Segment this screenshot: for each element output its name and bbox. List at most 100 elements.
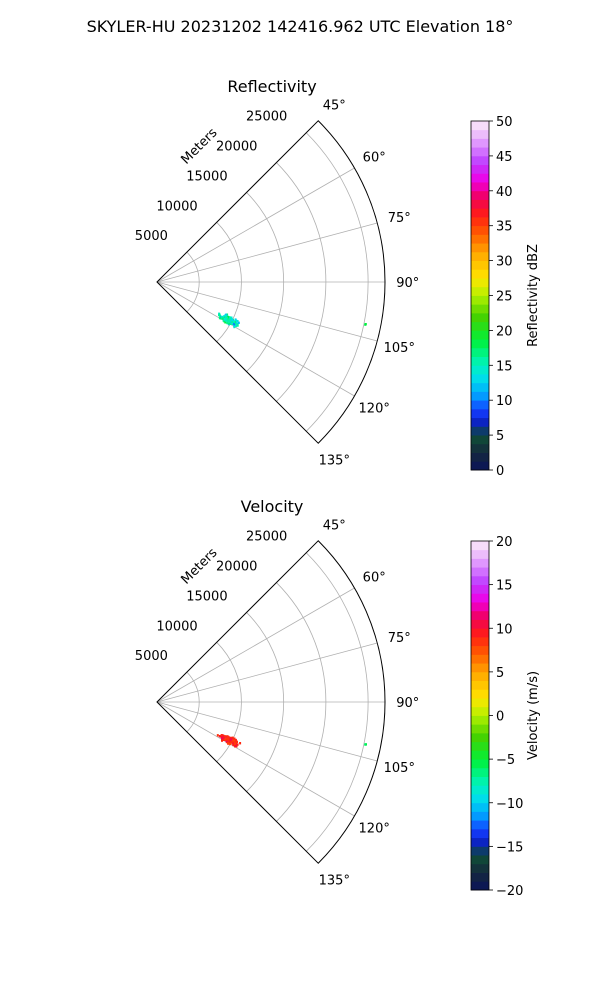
theta-gridline — [156, 587, 355, 703]
theta-gridline — [156, 701, 378, 762]
data-point — [236, 324, 239, 327]
data-point — [229, 316, 232, 320]
data-point — [235, 323, 238, 326]
colorbar-segment — [471, 391, 489, 401]
r-tick-label: 25000 — [246, 530, 287, 545]
colorbar-tick-label: 15 — [496, 359, 513, 374]
data-point — [232, 320, 235, 323]
colorbar-segment — [471, 182, 489, 192]
data-point — [223, 320, 226, 323]
data-point — [230, 738, 233, 741]
colorbar-segment — [471, 400, 489, 410]
colorbar-segment — [471, 715, 489, 725]
data-point — [232, 743, 235, 747]
colorbar-segment — [471, 382, 489, 392]
data-point — [221, 737, 223, 740]
colorbar-segment — [471, 645, 489, 655]
data-point — [236, 320, 239, 323]
colorbar-tick-label: 40 — [496, 185, 513, 200]
theta-tick-label: 120° — [359, 401, 390, 416]
colorbar-segment — [471, 435, 489, 445]
colorbar-tick-label: −20 — [496, 884, 523, 899]
data-point — [231, 318, 234, 322]
colorbar-segment — [471, 549, 489, 559]
theta-tick-label: 120° — [359, 821, 390, 836]
colorbar-segment — [471, 785, 489, 795]
colorbar-segment — [471, 365, 489, 375]
data-point — [235, 320, 238, 324]
data-point — [218, 735, 221, 738]
polar-panel-1: Velocity 45° 60° 75° 90° 105° 120° 135° 5000 1000… — [135, 497, 541, 899]
colorbar-tick-label: 35 — [496, 220, 513, 235]
theta-gridline — [156, 281, 355, 397]
colorbar-segment — [471, 190, 489, 200]
colorbar-segment — [471, 610, 489, 620]
colorbar-segment — [471, 750, 489, 760]
colorbar-segment — [471, 811, 489, 821]
colorbar-tick-label: −5 — [496, 753, 515, 768]
colorbar-segment — [471, 295, 489, 305]
colorbar-segment — [471, 654, 489, 664]
colorbar-segment — [471, 575, 489, 586]
data-point — [223, 317, 226, 321]
colorbar-tick-label: 45 — [496, 150, 513, 165]
panel-title: Reflectivity — [227, 77, 316, 96]
theta-tick-label: 135° — [319, 453, 350, 468]
theta-tick-label: 90° — [396, 696, 419, 711]
colorbar-segment — [471, 461, 489, 471]
colorbar-segment — [471, 339, 489, 349]
colorbar-segment — [471, 164, 489, 174]
data-point — [231, 320, 234, 323]
colorbar-segment — [471, 234, 489, 244]
data-point — [226, 321, 229, 325]
colorbar-segment — [471, 689, 489, 699]
colorbar-segment — [471, 558, 489, 568]
colorbar-segment — [471, 802, 489, 812]
r-tick-label: 5000 — [135, 229, 168, 244]
theta-tick-label: 45° — [323, 99, 346, 114]
theta-tick-label: 135° — [319, 873, 350, 888]
data-point — [227, 322, 230, 325]
colorbar-segment — [471, 846, 489, 856]
theta-tick-label: 105° — [384, 341, 415, 356]
data-point — [225, 738, 228, 741]
colorbar-segment — [471, 872, 489, 882]
data-point — [235, 319, 238, 322]
data-point — [231, 736, 234, 739]
panels: Reflectivity45°60°75°90°105°120°135°5000… — [135, 77, 541, 899]
data-point — [224, 316, 227, 319]
data-point — [226, 318, 229, 321]
colorbar-segment — [471, 602, 489, 612]
colorbar-tick-label: 5 — [496, 666, 504, 681]
colorbar-segment — [471, 680, 489, 690]
colorbar-segment — [471, 129, 489, 139]
colorbar-tick-label: −10 — [496, 797, 523, 812]
colorbar-segment — [471, 304, 489, 314]
colorbar-segment — [471, 837, 489, 847]
colorbar-segment — [471, 820, 489, 830]
theta-tick-label: 105° — [384, 761, 415, 776]
colorbar: 0 5 10 15 20 25 30 35 40 45 50 Reflectivity dBZ — [470, 115, 541, 479]
data-point — [225, 314, 228, 318]
colorbar-tick-label: 30 — [496, 255, 513, 270]
colorbar-segment — [471, 767, 489, 777]
colorbar-segment — [471, 741, 489, 751]
colorbar-segment — [471, 828, 489, 839]
colorbar-label: Velocity (m/s) — [526, 671, 541, 760]
theta-tick-label: 75° — [388, 631, 411, 646]
data-point — [227, 742, 230, 745]
r-tick-label: 5000 — [135, 649, 168, 664]
data-point — [227, 316, 229, 319]
panel-title: Velocity — [241, 497, 304, 516]
colorbar-segment — [471, 138, 489, 148]
data-point — [230, 740, 233, 744]
colorbar-tick-label: 5 — [496, 429, 504, 444]
theta-gridline — [156, 281, 378, 342]
data-point — [222, 734, 225, 737]
colorbar-segment — [471, 312, 489, 323]
data-point — [230, 316, 233, 319]
data-point — [225, 739, 228, 743]
colorbar-segment — [471, 452, 489, 462]
colorbar-label: Reflectivity dBZ — [526, 244, 541, 347]
colorbar-segment — [471, 121, 489, 131]
